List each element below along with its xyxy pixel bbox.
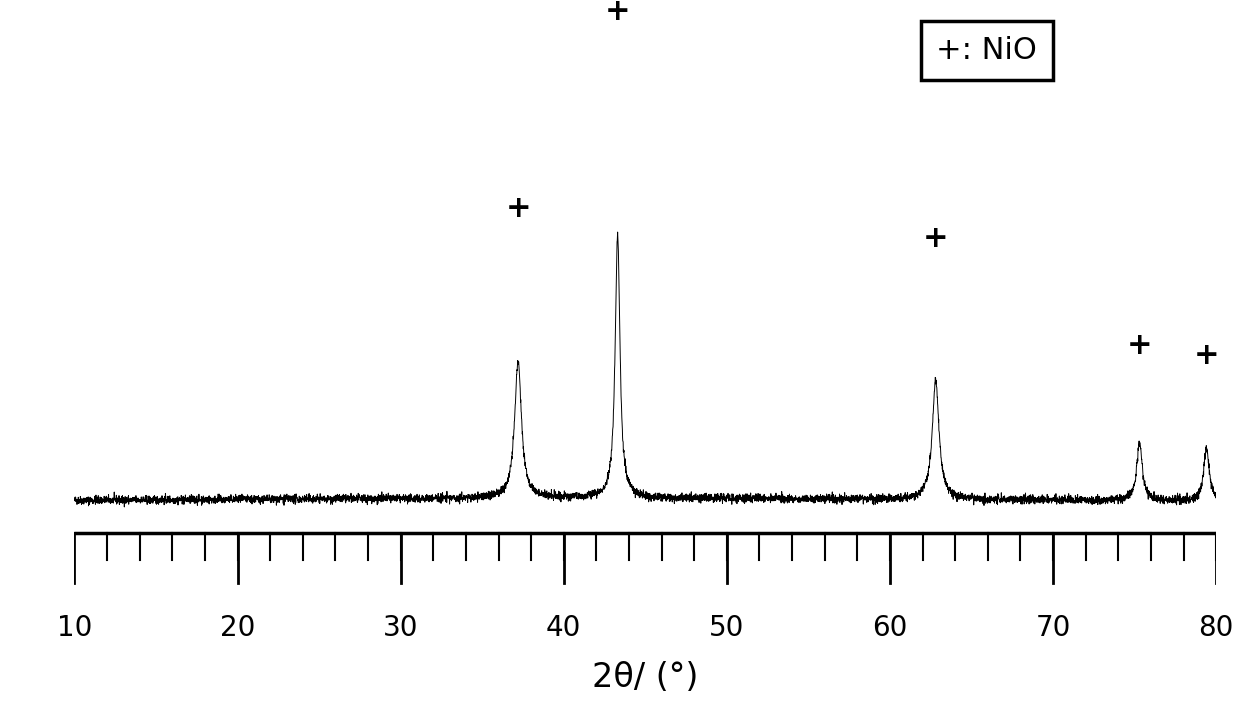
Text: 60: 60 bbox=[872, 614, 907, 642]
Text: +: + bbox=[604, 0, 630, 26]
Text: +: + bbox=[1194, 341, 1219, 370]
Text: 10: 10 bbox=[57, 614, 92, 642]
Text: 40: 40 bbox=[546, 614, 582, 642]
Text: 20: 20 bbox=[220, 614, 256, 642]
Text: +: + bbox=[505, 193, 531, 223]
Text: +: NiO: +: NiO bbox=[937, 36, 1037, 65]
Text: 30: 30 bbox=[383, 614, 418, 642]
Text: 80: 80 bbox=[1199, 614, 1234, 642]
Text: +: + bbox=[1127, 331, 1153, 360]
Text: 2θ/ (°): 2θ/ (°) bbox=[592, 661, 699, 694]
Text: 50: 50 bbox=[709, 614, 745, 642]
Text: 70: 70 bbox=[1035, 614, 1071, 642]
Text: +: + bbox=[923, 224, 948, 253]
